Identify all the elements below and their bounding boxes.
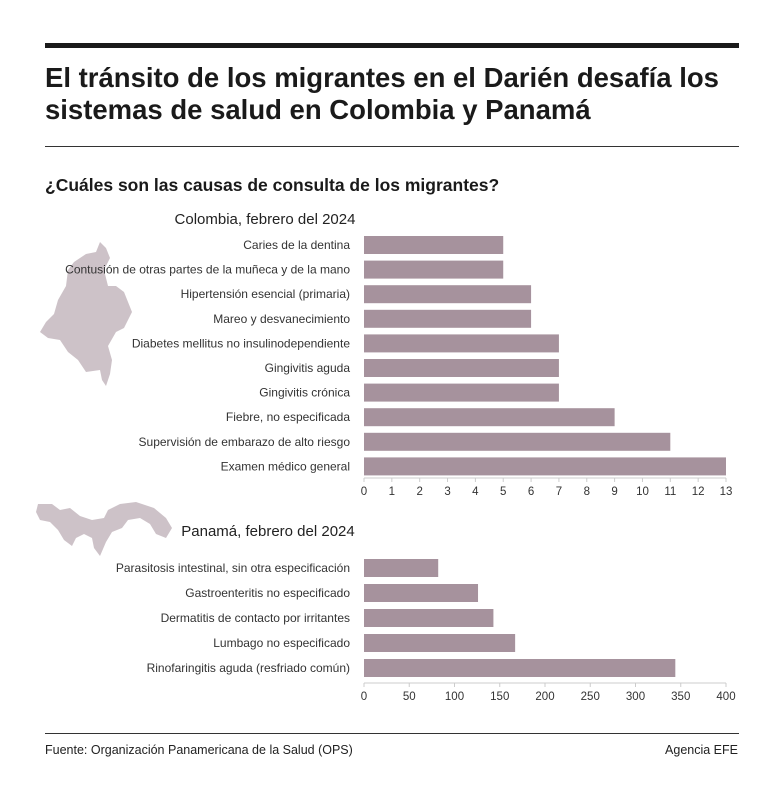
category-label: Caries de la dentina xyxy=(243,238,350,252)
category-label: Examen médico general xyxy=(221,459,350,473)
subtitle: ¿Cuáles son las causas de consulta de lo… xyxy=(45,175,500,195)
agency-credit: Agencia EFE xyxy=(665,743,738,757)
panama-map xyxy=(36,502,172,556)
bar xyxy=(364,408,615,427)
category-label: Rinofaringitis aguda (resfriado común) xyxy=(147,661,350,675)
bar xyxy=(364,260,504,279)
tick-label: 6 xyxy=(528,486,534,498)
tick-label: 12 xyxy=(692,486,705,498)
category-label: Supervisión de embarazo de alto riesgo xyxy=(139,435,351,449)
tick-label: 1 xyxy=(389,486,395,498)
category-label: Fiebre, no especificada xyxy=(226,410,350,424)
tick-label: 100 xyxy=(445,691,464,703)
divider xyxy=(45,146,739,147)
tick-label: 0 xyxy=(361,691,367,703)
category-label: Diabetes mellitus no insulinodependiente xyxy=(132,336,350,350)
bar xyxy=(364,584,479,602)
tick-label: 0 xyxy=(361,486,367,498)
tick-label: 200 xyxy=(535,691,554,703)
chart-title: Colombia, febrero del 2024 xyxy=(175,211,356,228)
category-label: Parasitosis intestinal, sin otra especif… xyxy=(116,561,350,575)
tick-label: 3 xyxy=(444,486,450,498)
category-label: Gastroenteritis no especificado xyxy=(185,586,350,600)
tick-label: 4 xyxy=(472,486,479,498)
bar xyxy=(364,432,671,451)
tick-label: 9 xyxy=(611,486,617,498)
bar xyxy=(364,236,504,254)
colombia-map xyxy=(40,242,132,386)
tick-label: 250 xyxy=(581,691,600,703)
footer-rule xyxy=(45,733,739,734)
bar xyxy=(364,309,532,328)
bar xyxy=(364,457,726,476)
top-rule xyxy=(45,43,739,48)
category-label: Mareo y desvanecimiento xyxy=(213,312,350,326)
tick-label: 11 xyxy=(664,486,676,498)
tick-label: 50 xyxy=(403,691,416,703)
tick-label: 8 xyxy=(584,486,590,498)
category-label: Contusión de otras partes de la muñeca y… xyxy=(65,263,350,277)
bar xyxy=(364,285,532,304)
category-label: Hipertensión esencial (primaria) xyxy=(181,287,350,301)
bar xyxy=(364,659,676,677)
source-note: Fuente: Organización Panamericana de la … xyxy=(45,743,353,757)
bar xyxy=(364,334,559,353)
bar xyxy=(364,559,439,577)
tick-label: 2 xyxy=(416,486,422,498)
tick-label: 5 xyxy=(500,486,506,498)
category-label: Lumbago no especificado xyxy=(213,636,350,650)
bar xyxy=(364,383,559,402)
bar xyxy=(364,634,516,652)
page-title: El tránsito de los migrantes en el Darié… xyxy=(45,62,719,125)
tick-label: 400 xyxy=(716,691,735,703)
tick-label: 150 xyxy=(490,691,509,703)
category-label: Dermatitis de contacto por irritantes xyxy=(161,611,350,625)
tick-label: 7 xyxy=(556,486,562,498)
tick-label: 300 xyxy=(626,691,645,703)
tick-label: 350 xyxy=(671,691,690,703)
tick-label: 13 xyxy=(720,486,733,498)
category-label: Gingivitis aguda xyxy=(265,361,351,375)
bar xyxy=(364,359,559,377)
chart-title: Panamá, febrero del 2024 xyxy=(181,523,354,540)
tick-label: 10 xyxy=(636,486,649,498)
bar xyxy=(364,609,494,627)
category-label: Gingivitis crónica xyxy=(259,386,350,400)
